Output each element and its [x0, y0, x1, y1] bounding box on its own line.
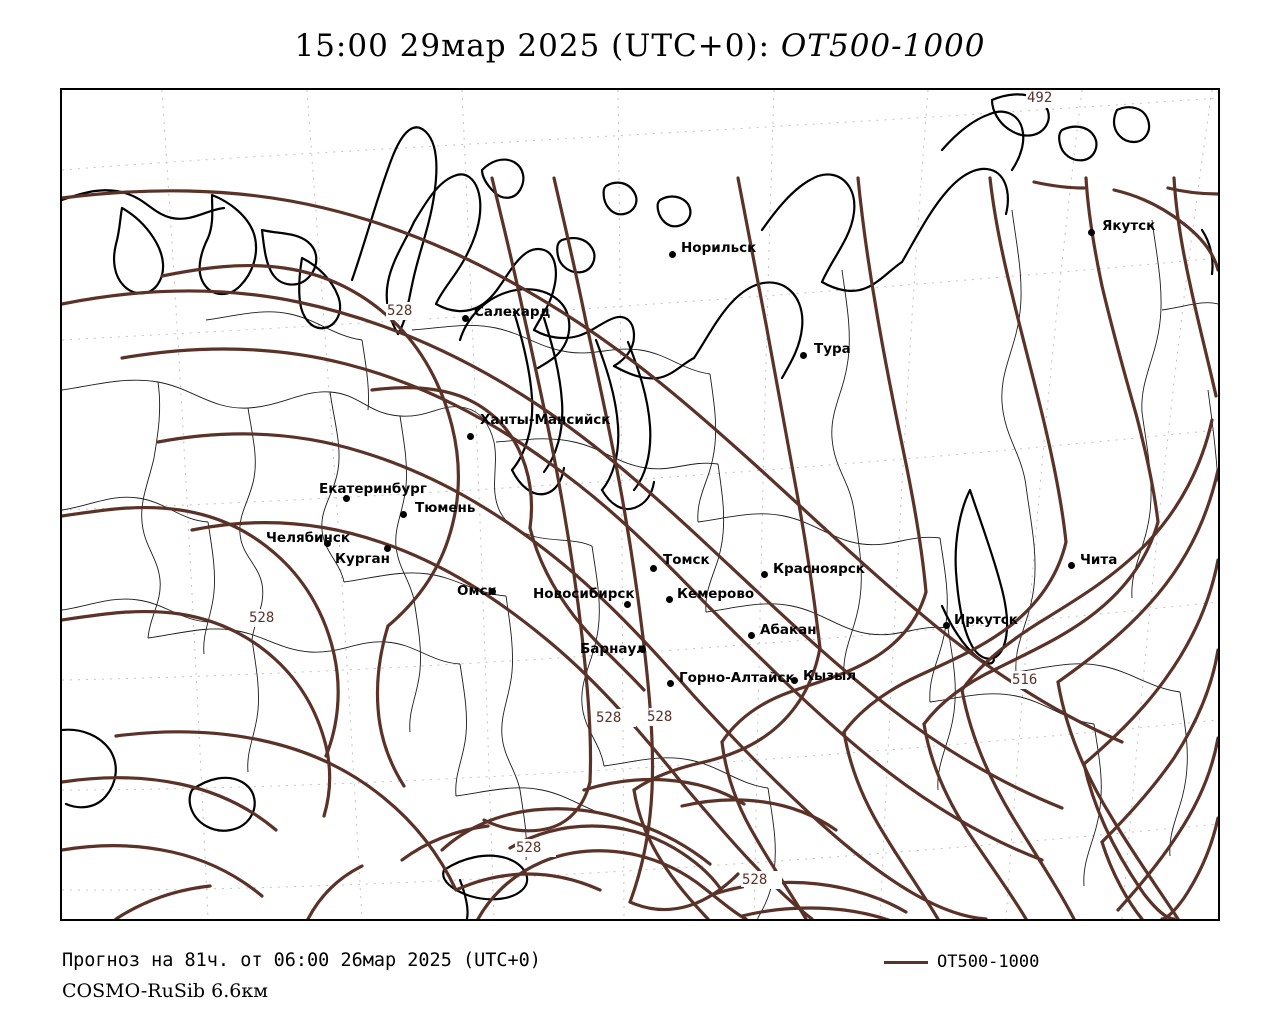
city-label: Горно-Алтайск [679, 670, 795, 686]
city-label: Челябинск [266, 530, 350, 546]
city-marker [324, 540, 331, 547]
city-label: Чита [1080, 552, 1118, 568]
map-legend: ОТ500-1000 [884, 952, 1039, 972]
city-marker [791, 677, 798, 684]
city-label: Салехард [474, 304, 551, 320]
contour-label: 492 [1026, 90, 1054, 106]
city-marker [400, 511, 407, 518]
city-marker [650, 565, 657, 572]
contour-label: 528 [248, 610, 276, 626]
city-label: Омск [457, 583, 497, 599]
contour-label: 528 [646, 709, 674, 725]
contour-label: 528 [515, 840, 543, 856]
city-marker [467, 433, 474, 440]
city-marker [666, 596, 673, 603]
contour-label: 528 [386, 303, 414, 319]
map-graphics [62, 90, 1218, 919]
contour-label: 528 [595, 710, 623, 726]
city-marker [489, 588, 496, 595]
legend-label: ОТ500-1000 [937, 952, 1040, 972]
city-label: Норильск [681, 240, 757, 256]
footer-line-2: COSMO-RuSib 6.6км [62, 980, 268, 1002]
city-label: Кызыл [803, 668, 857, 684]
city-label: Тюмень [415, 500, 476, 516]
footer-line-1: Прогноз на 81ч. от 06:00 26мар 2025 (UTC… [62, 950, 541, 971]
city-label: Якутск [1102, 218, 1156, 234]
page-title: 15:00 29мар 2025 (UTC+0): ОТ500-1000 [0, 28, 1280, 64]
city-marker [748, 632, 755, 639]
map-canvas[interactable]: 492 528 528 516 528 528 528 528 Якутск Норильск С… [60, 88, 1220, 921]
city-label: Екатеринбург [319, 481, 427, 497]
city-label: Новосибирск [533, 586, 635, 602]
city-marker [462, 315, 469, 322]
city-label: Курган [335, 551, 390, 567]
forecast-footer: Прогноз на 81ч. от 06:00 26мар 2025 (UTC… [62, 946, 882, 1006]
city-marker [1068, 562, 1075, 569]
coastline [62, 93, 1214, 919]
city-label: Барнаул [580, 641, 647, 657]
legend-line-swatch [884, 960, 928, 964]
city-label: Ханты-Мансийск [480, 412, 611, 428]
title-field: ОТ500-1000 [780, 28, 986, 64]
city-marker [624, 601, 631, 608]
city-marker [343, 495, 350, 502]
city-label: Абакан [760, 622, 817, 638]
city-label: Тура [814, 341, 851, 357]
city-marker [1088, 229, 1095, 236]
city-marker [761, 571, 768, 578]
title-timestamp: 15:00 29мар 2025 (UTC+0): [294, 28, 781, 64]
city-label: Иркутск [954, 612, 1018, 628]
city-marker [639, 646, 646, 653]
contour-label: 516 [1011, 672, 1039, 688]
city-marker [800, 352, 807, 359]
city-label: Кемерово [677, 586, 755, 602]
city-label: Красноярск [773, 561, 865, 577]
city-marker [669, 251, 676, 258]
city-marker [667, 680, 674, 687]
contour-label: 528 [741, 872, 769, 888]
city-label: Томск [663, 552, 710, 568]
contour-lines [62, 176, 1218, 919]
city-marker [943, 622, 950, 629]
city-marker [384, 545, 391, 552]
